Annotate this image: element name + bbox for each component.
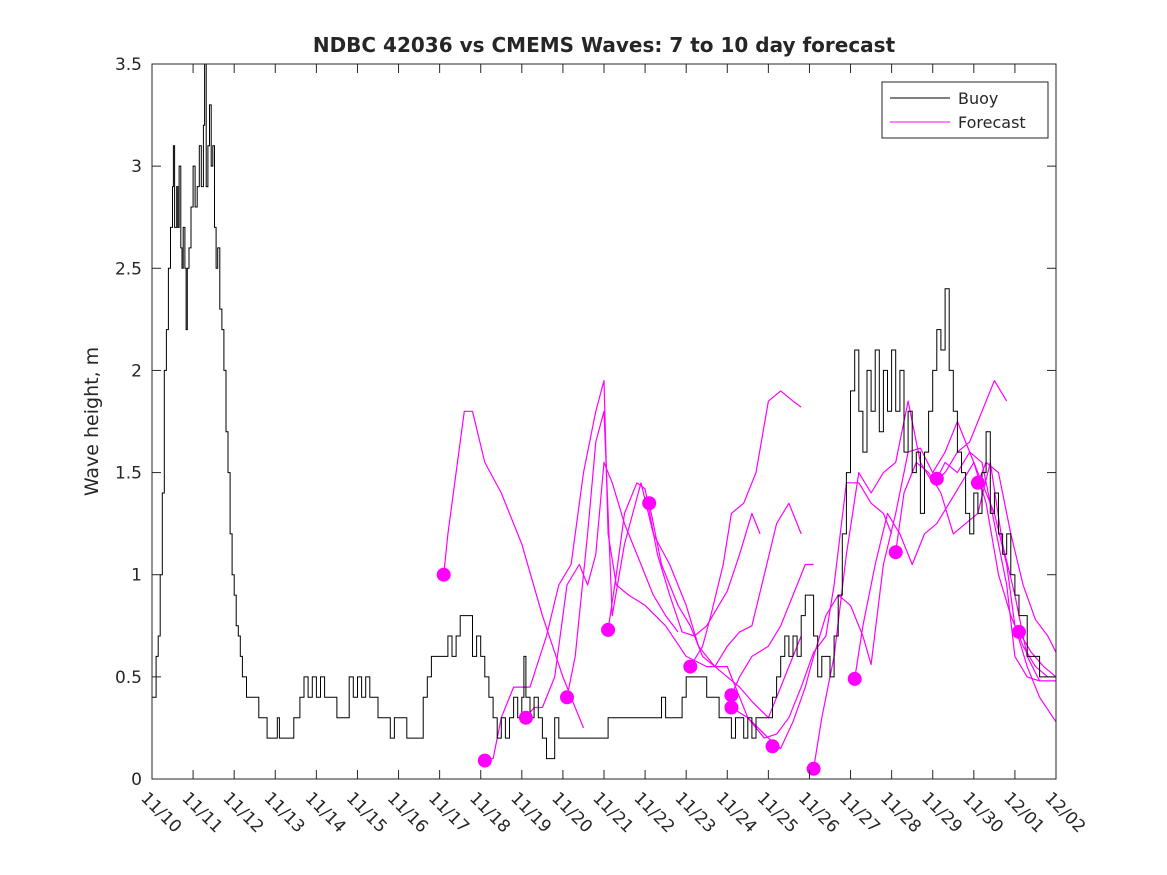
y-tick-label: 0.5	[115, 668, 142, 688]
forecast-line	[730, 563, 814, 696]
buoy-line	[152, 63, 1056, 760]
forecast-series-group	[443, 380, 1057, 769]
forecast-start-marker	[806, 761, 821, 776]
forecast-line	[977, 461, 1057, 653]
forecast-start-marker	[642, 496, 657, 511]
forecast-line	[566, 410, 802, 719]
forecast-start-marker	[518, 710, 533, 725]
forecast-start-marker	[970, 475, 985, 490]
forecast-start-marker	[724, 700, 739, 715]
forecast-start-marker	[1012, 624, 1026, 639]
forecast-start-marker	[724, 688, 739, 703]
legend: Buoy Forecast	[881, 81, 1049, 139]
forecast-start-marker	[765, 739, 780, 754]
forecast-line	[443, 410, 585, 729]
legend-forecast-label: Forecast	[958, 113, 1026, 132]
forecast-line	[1018, 631, 1057, 678]
forecast-line	[731, 482, 893, 739]
forecast-start-marker	[929, 471, 944, 486]
forecast-start-marker	[601, 622, 616, 637]
legend-buoy-label: Buoy	[958, 89, 998, 108]
forecast-line	[648, 502, 802, 668]
forecast-start-marker	[683, 659, 698, 674]
y-axis-label: Wave height, m	[81, 347, 103, 496]
forecast-start-marker	[477, 753, 492, 768]
y-tick-label: 1	[131, 566, 142, 586]
y-tick-label: 3.5	[115, 55, 142, 75]
y-axis: 0 0.5 1 1.5 2 2.5 3 3.5	[115, 55, 1056, 790]
forecast-line	[607, 482, 761, 637]
forecast-start-markers	[436, 471, 1026, 776]
forecast-start-marker	[560, 690, 574, 705]
forecast-line	[689, 390, 802, 667]
y-tick-label: 0	[131, 770, 142, 790]
forecast-start-marker	[436, 567, 451, 582]
forecast-line	[772, 420, 1040, 749]
chart-title: NDBC 42036 vs CMEMS Waves: 7 to 10 day f…	[313, 33, 896, 57]
legend-box	[881, 81, 1049, 139]
forecast-line	[895, 461, 1056, 682]
y-tick-label: 1.5	[115, 464, 142, 484]
y-tick-label: 2.5	[115, 259, 142, 279]
forecast-start-marker	[888, 545, 903, 560]
forecast-start-marker	[847, 671, 862, 686]
forecast-line	[525, 461, 679, 719]
y-tick-label: 3	[131, 157, 142, 177]
y-tick-label: 2	[131, 361, 142, 381]
buoy-series-group	[152, 63, 1056, 760]
